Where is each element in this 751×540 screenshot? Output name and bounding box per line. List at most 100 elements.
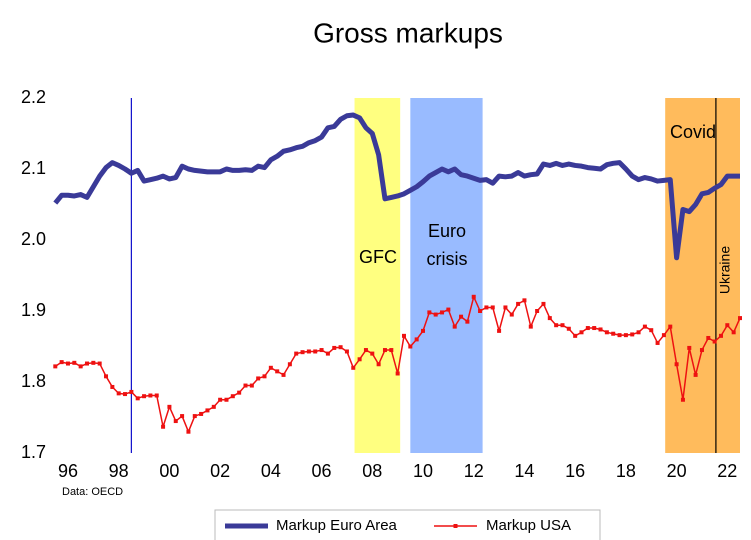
point-marker (376, 362, 381, 367)
point-marker (243, 383, 248, 388)
x-tick-label: 12 (464, 461, 484, 481)
x-tick-label: 04 (261, 461, 281, 481)
chart-title: Gross markups (313, 17, 503, 48)
point-marker (693, 372, 698, 377)
x-tick-label: 98 (109, 461, 129, 481)
point-marker (459, 314, 464, 319)
event-label: Ukraine (717, 246, 733, 294)
point-marker (395, 371, 400, 376)
point-marker (725, 323, 730, 328)
point-marker (541, 301, 546, 306)
point-marker (313, 349, 318, 354)
point-marker (230, 394, 235, 399)
point-marker (706, 335, 711, 340)
point-marker (554, 323, 559, 328)
x-tick-label: 06 (312, 461, 332, 481)
x-tick-label: 02 (210, 461, 230, 481)
point-marker (547, 316, 552, 321)
y-tick-label: 2.0 (21, 229, 46, 249)
point-marker (465, 319, 470, 324)
period-label: GFC (359, 247, 397, 267)
point-marker (351, 365, 356, 370)
point-marker (199, 411, 204, 416)
point-marker (623, 333, 628, 338)
point-marker (617, 333, 622, 338)
point-marker (211, 404, 216, 409)
point-marker (560, 323, 565, 328)
legend-label: Markup USA (486, 517, 571, 534)
point-marker (427, 310, 432, 315)
period-band (410, 98, 483, 453)
point-marker (224, 397, 229, 402)
period-band (665, 98, 740, 453)
point-marker (630, 332, 635, 337)
x-tick-label: 00 (159, 461, 179, 481)
point-marker (611, 331, 616, 336)
y-tick-label: 1.7 (21, 442, 46, 462)
point-marker (262, 374, 267, 379)
series-line (53, 112, 740, 261)
legend-box (214, 509, 601, 540)
point-marker (446, 307, 451, 312)
point-marker (680, 397, 685, 402)
point-marker (414, 337, 419, 342)
point-marker (503, 305, 508, 310)
point-marker (72, 360, 77, 365)
x-tick-label: 16 (565, 461, 585, 481)
point-marker (738, 316, 742, 321)
point-marker (300, 350, 305, 355)
point-marker (78, 364, 83, 369)
point-marker (566, 326, 571, 331)
point-marker (59, 360, 64, 365)
legend-label: Markup Euro Area (276, 517, 398, 534)
point-marker (319, 348, 324, 353)
point-marker (401, 333, 406, 338)
point-marker (148, 393, 153, 398)
point-marker (116, 391, 121, 396)
point-marker (528, 324, 533, 329)
period-label: crisis (427, 249, 468, 269)
point-marker (325, 351, 330, 356)
point-marker (649, 328, 654, 333)
x-tick-label: 22 (717, 461, 737, 481)
period-label: Euro (428, 221, 466, 241)
point-marker (142, 394, 147, 399)
point-marker (370, 351, 375, 356)
point-marker (294, 351, 299, 356)
point-marker (180, 414, 185, 419)
point-marker (668, 324, 673, 329)
point-marker (712, 339, 717, 344)
point-marker (687, 345, 692, 350)
point-marker (573, 333, 578, 338)
point-marker (484, 305, 489, 310)
point-marker (338, 345, 343, 350)
point-marker (731, 330, 736, 335)
point-marker (167, 404, 172, 409)
point-marker (408, 344, 413, 349)
point-marker (281, 372, 286, 377)
point-marker (205, 408, 210, 413)
x-tick-label: 96 (58, 461, 78, 481)
point-marker (718, 333, 723, 338)
point-marker (154, 393, 159, 398)
point-marker (497, 328, 502, 333)
point-marker (186, 429, 191, 434)
x-tick-label: 18 (616, 461, 636, 481)
x-tick-label: 20 (667, 461, 687, 481)
point-marker (522, 298, 527, 303)
point-marker (123, 392, 128, 397)
point-marker (535, 309, 540, 313)
point-marker (110, 384, 115, 389)
period-label: Covid (670, 122, 716, 142)
point-marker (598, 327, 603, 332)
point-marker (579, 330, 584, 335)
point-marker (655, 340, 660, 345)
y-tick-label: 1.9 (21, 300, 46, 320)
point-marker (604, 330, 609, 335)
point-marker (161, 424, 166, 429)
point-marker (268, 365, 273, 370)
point-marker (104, 374, 109, 379)
point-marker (421, 328, 426, 333)
point-marker (363, 348, 368, 353)
point-marker (661, 333, 666, 338)
